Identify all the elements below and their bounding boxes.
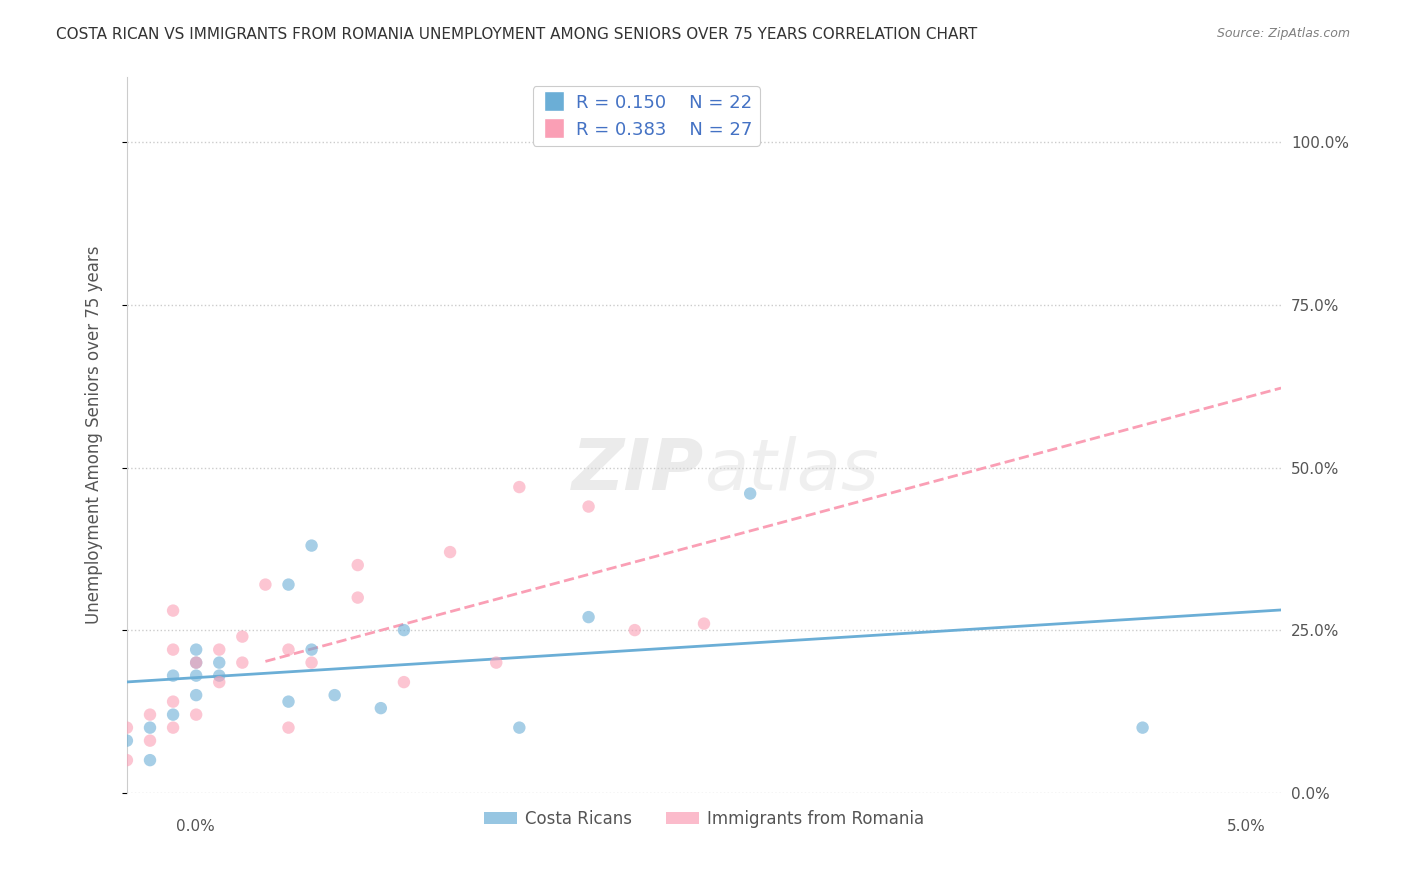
Point [277, 695, 299, 709]
Text: ZIP: ZIP [572, 436, 704, 505]
Point [277, 642, 299, 657]
Text: COSTA RICAN VS IMMIGRANTS FROM ROMANIA UNEMPLOYMENT AMONG SENIORS OVER 75 YEARS : COSTA RICAN VS IMMIGRANTS FROM ROMANIA U… [56, 27, 977, 42]
Point [139, 721, 162, 735]
Point [392, 623, 415, 637]
Point [162, 604, 184, 618]
Point [392, 675, 415, 690]
Point [346, 558, 368, 573]
Point [277, 721, 299, 735]
Point [1132, 721, 1154, 735]
Point [508, 480, 530, 494]
Point [623, 623, 645, 637]
Text: atlas: atlas [704, 436, 879, 505]
Point [162, 668, 184, 682]
Point [208, 675, 231, 690]
Text: 0.0%: 0.0% [176, 819, 215, 834]
Point [162, 721, 184, 735]
Point [115, 733, 138, 747]
Point [208, 642, 231, 657]
Point [115, 721, 138, 735]
Point [186, 707, 208, 722]
Point [186, 656, 208, 670]
Point [139, 733, 162, 747]
Point [508, 721, 530, 735]
Point [186, 688, 208, 702]
Point [439, 545, 461, 559]
Point [254, 577, 277, 591]
Point [208, 656, 231, 670]
Point [578, 500, 600, 514]
Point [162, 642, 184, 657]
Point [231, 630, 253, 644]
Text: Source: ZipAtlas.com: Source: ZipAtlas.com [1216, 27, 1350, 40]
Point [301, 656, 323, 670]
Text: 5.0%: 5.0% [1226, 819, 1265, 834]
Point [186, 656, 208, 670]
Point [277, 577, 299, 591]
Point [115, 753, 138, 767]
Point [323, 688, 346, 702]
Point [301, 539, 323, 553]
Point [346, 591, 368, 605]
Point [740, 486, 762, 500]
Point [139, 707, 162, 722]
Point [186, 642, 208, 657]
Point [578, 610, 600, 624]
Point [485, 656, 508, 670]
Point [186, 668, 208, 682]
Point [162, 707, 184, 722]
Point [231, 656, 253, 670]
Point [139, 753, 162, 767]
Point [693, 616, 716, 631]
Point [208, 668, 231, 682]
Point [162, 695, 184, 709]
Legend: Costa Ricans, Immigrants from Romania: Costa Ricans, Immigrants from Romania [477, 803, 931, 834]
Point [370, 701, 392, 715]
Y-axis label: Unemployment Among Seniors over 75 years: Unemployment Among Seniors over 75 years [86, 246, 103, 624]
Point [301, 642, 323, 657]
